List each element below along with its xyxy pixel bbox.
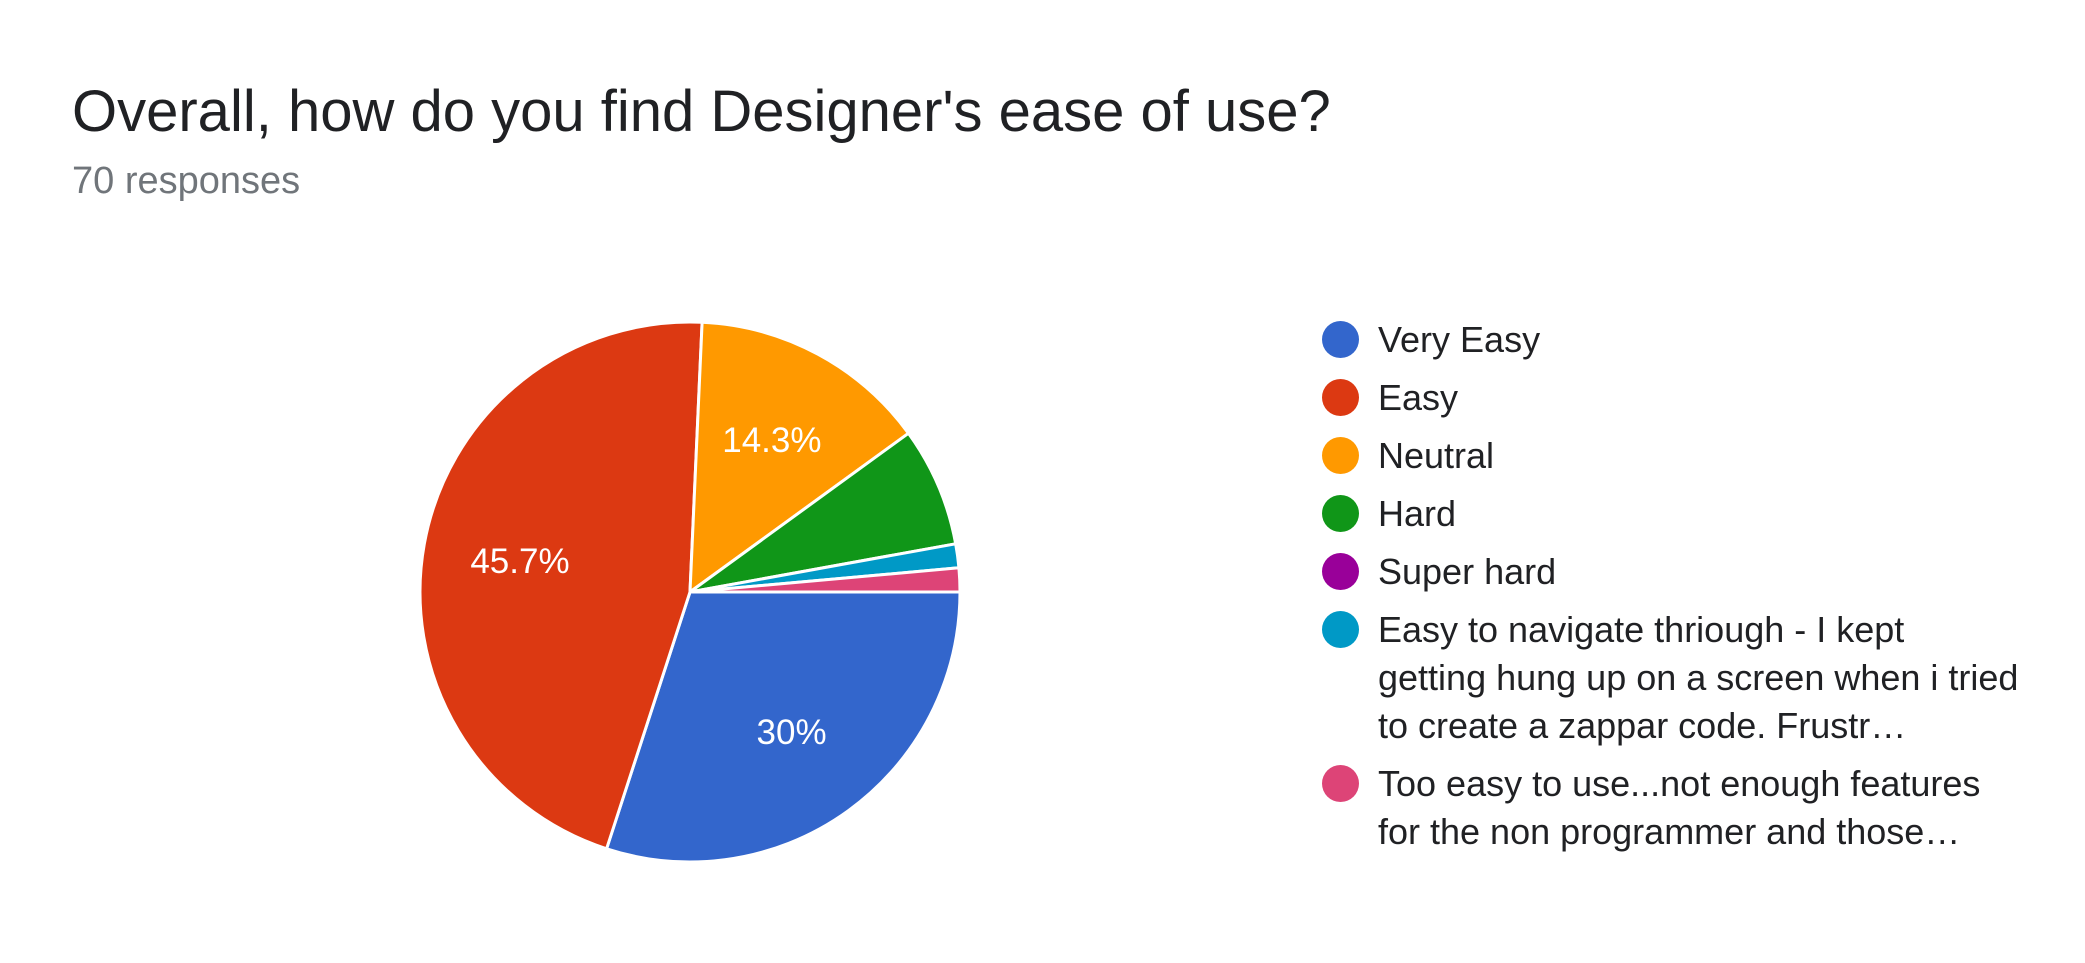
legend-label: Hard	[1378, 493, 1457, 534]
legend-item-neutral[interactable]: Neutral	[1322, 432, 2022, 480]
legend-swatch-icon	[1322, 495, 1359, 532]
slice-label-very-easy: 30%	[757, 713, 827, 752]
legend-label: Too easy to use...not enough features fo…	[1378, 763, 1981, 852]
legend-label: Easy to navigate thriough - I kept getti…	[1378, 609, 2019, 746]
legend-label: Very Easy	[1378, 319, 1541, 360]
legend-item-easy[interactable]: Easy	[1322, 374, 2022, 422]
slice-label-neutral: 14.3%	[722, 421, 821, 460]
response-count: 70 responses	[72, 160, 301, 202]
legend-item-super-hard[interactable]: Super hard	[1322, 548, 2022, 596]
legend-swatch-icon	[1322, 437, 1359, 474]
legend-swatch-icon	[1322, 611, 1359, 648]
pie-slice-hard[interactable]	[688, 431, 958, 594]
pie-slice-easy[interactable]	[418, 320, 704, 851]
legend-swatch-icon	[1322, 765, 1359, 802]
legend-item-too-easy-to-use-not-enough-f[interactable]: Too easy to use...not enough features fo…	[1322, 760, 2022, 856]
legend-label: Easy	[1378, 377, 1459, 418]
chart-title: Overall, how do you find Designer's ease…	[72, 79, 1331, 144]
legend-item-very-easy[interactable]: Very Easy	[1322, 316, 2022, 364]
pie-slice-too-easy-to-use-not-enough-f[interactable]	[688, 566, 962, 594]
pie-slice-very-easy[interactable]	[605, 590, 962, 864]
chart-legend: Very Easy Easy Neutral Hard Super hard Easy t…	[1322, 316, 2022, 866]
legend-label: Super hard	[1378, 551, 1557, 592]
legend-item-easy-to-navigate-thriough-i-[interactable]: Easy to navigate thriough - I kept getti…	[1322, 606, 2022, 750]
legend-swatch-icon	[1322, 553, 1359, 590]
legend-swatch-icon	[1322, 379, 1359, 416]
legend-swatch-icon	[1322, 321, 1359, 358]
legend-item-hard[interactable]: Hard	[1322, 490, 2022, 538]
slice-label-easy: 45.7%	[470, 542, 569, 581]
pie-slice-neutral[interactable]	[688, 320, 910, 594]
legend-label: Neutral	[1378, 435, 1495, 476]
